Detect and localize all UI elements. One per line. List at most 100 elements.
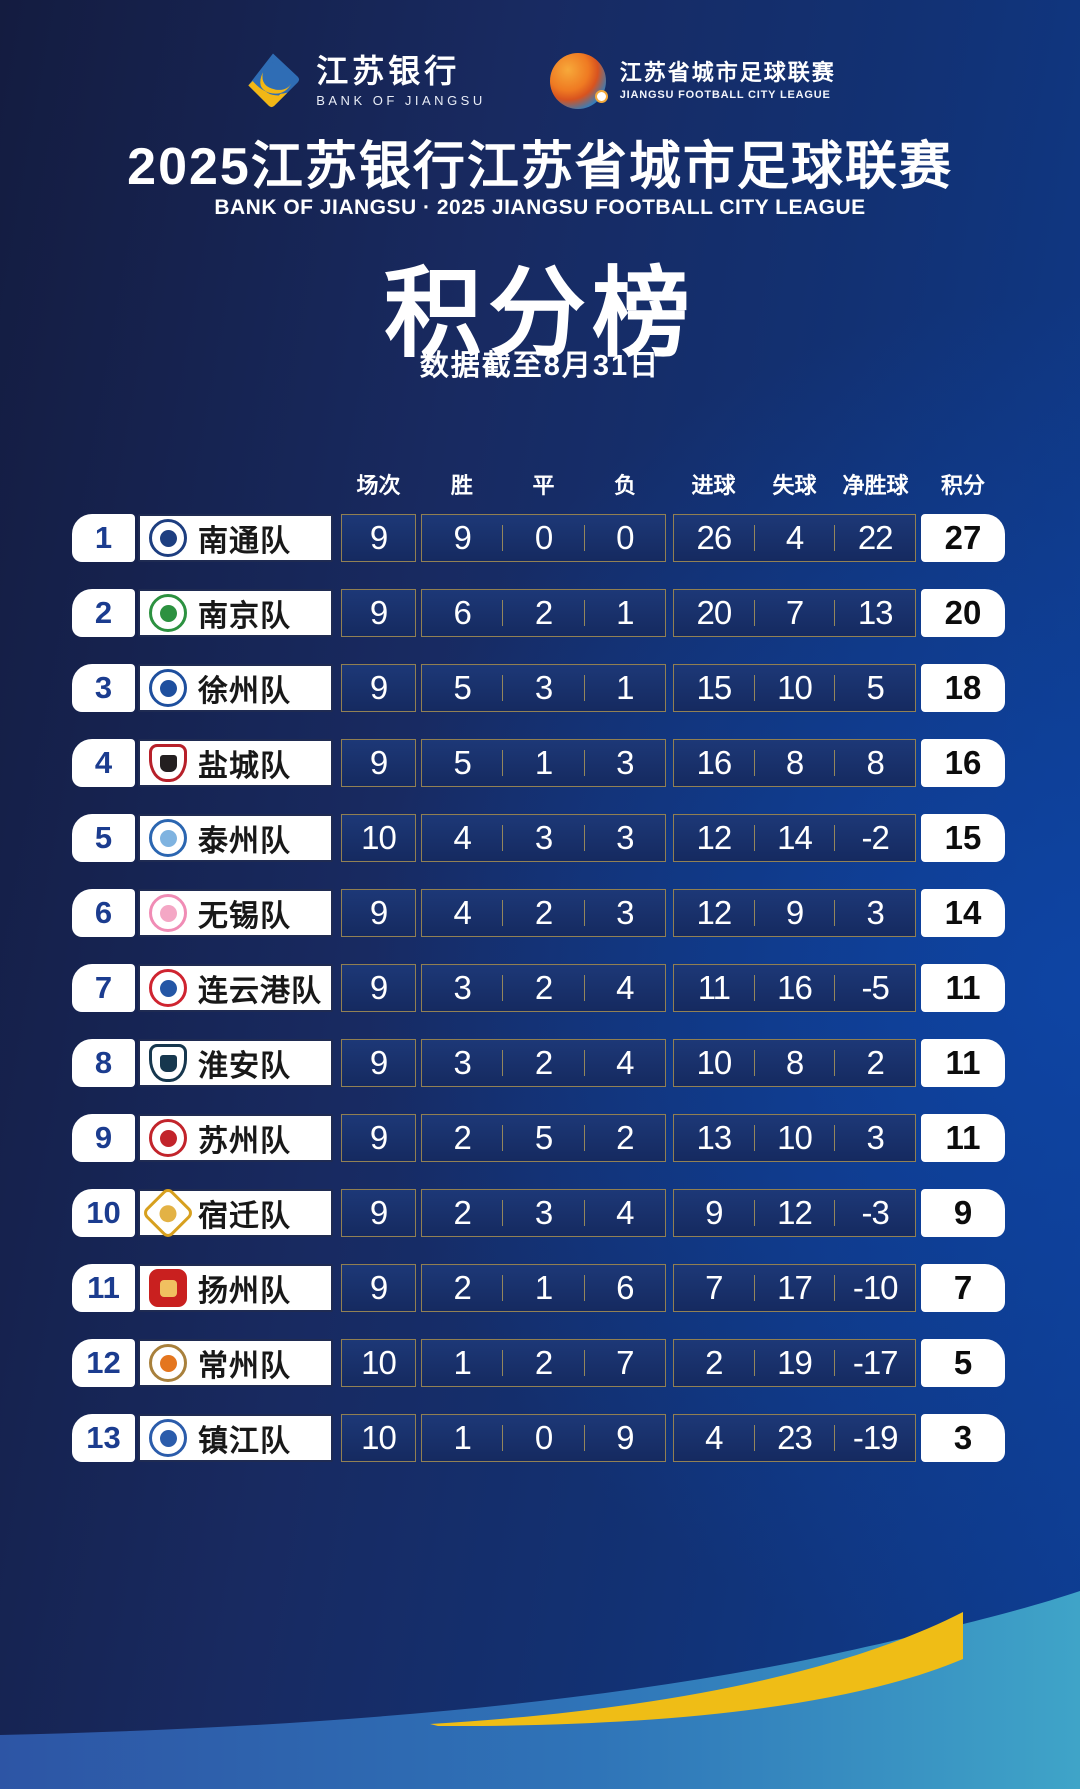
draw-cell: 2 [534, 1344, 553, 1381]
standings-table: 场次 胜 平 负 进球 失球 净胜球 积分 1 南通队 9 9 0 0 26 [72, 468, 1008, 1489]
team-name: 徐州队 [198, 675, 291, 708]
win-draw-loss-group: 1 0 9 [421, 1414, 666, 1462]
team-cell: 连云港队 [138, 964, 333, 1012]
points-badge: 3 [921, 1414, 1005, 1462]
table-row: 13 镇江队 10 1 0 9 4 23 -19 3 [72, 1414, 1008, 1462]
points-number: 3 [953, 1419, 973, 1456]
goal-diff-cell: 8 [866, 744, 885, 781]
goal-diff-cell: -19 [852, 1419, 899, 1456]
col-header-goals-group: 进球 失球 净胜球 [673, 468, 916, 500]
cell-divider [583, 1425, 585, 1451]
cell-divider [834, 750, 836, 776]
win-draw-loss-group: 5 1 3 [421, 739, 666, 787]
points-badge: 14 [921, 889, 1005, 937]
col-header-loss: 负 [614, 473, 637, 498]
points-number: 18 [944, 669, 982, 706]
cell-divider [502, 1425, 504, 1451]
cell-divider [753, 675, 755, 701]
cell-divider [753, 825, 755, 851]
goals-group: 11 16 -5 [673, 964, 916, 1012]
team-logo-core [159, 679, 177, 697]
goals-against-cell: 10 [777, 1119, 813, 1156]
team-name: 南通队 [198, 525, 291, 558]
goals-against-cell: 16 [777, 969, 813, 1006]
cell-divider [753, 1125, 755, 1151]
team-name: 无锡队 [198, 900, 291, 933]
goals-for-cell: 4 [705, 1419, 723, 1456]
win-cell: 5 [453, 744, 471, 781]
col-header-wdl-group: 胜 平 负 [421, 468, 666, 500]
draw-cell: 2 [534, 594, 553, 631]
rank-number: 10 [86, 1195, 121, 1230]
points-badge: 5 [921, 1339, 1005, 1387]
rank-number: 4 [94, 745, 113, 780]
cell-divider [583, 1200, 585, 1226]
cell-divider [583, 1350, 585, 1376]
goals-group: 4 23 -19 [673, 1414, 916, 1462]
goal-diff-cell: -2 [861, 819, 890, 856]
goal-diff-cell: -5 [861, 969, 890, 1006]
draw-cell: 3 [534, 669, 553, 706]
team-logo-core [159, 1054, 177, 1072]
goals-against-cell: 10 [777, 669, 813, 706]
win-draw-loss-group: 5 3 1 [421, 664, 666, 712]
played-cell: 9 [341, 1114, 416, 1162]
goals-group: 2 19 -17 [673, 1339, 916, 1387]
points-badge: 18 [921, 664, 1005, 712]
table-row: 1 南通队 9 9 0 0 26 4 22 27 [72, 514, 1008, 562]
goal-diff-cell: 5 [866, 669, 885, 706]
cell-divider [502, 975, 504, 1001]
cell-divider [834, 1350, 836, 1376]
cell-divider [583, 750, 585, 776]
team-logo [149, 1344, 187, 1382]
goals-for-cell: 15 [696, 669, 732, 706]
loss-cell: 3 [616, 744, 634, 781]
points-badge: 20 [921, 589, 1005, 637]
team-cell: 盐城队 [138, 739, 333, 787]
cell-divider [502, 1350, 504, 1376]
points-badge: 11 [921, 964, 1005, 1012]
rank-badge: 8 [72, 1039, 135, 1087]
win-cell: 2 [453, 1119, 471, 1156]
cell-divider [753, 600, 755, 626]
rank-number: 13 [86, 1420, 121, 1455]
points-number: 16 [944, 744, 982, 781]
points-number: 14 [944, 894, 982, 931]
cell-divider [753, 1050, 755, 1076]
rank-number: 6 [94, 895, 113, 930]
rank-badge: 11 [72, 1264, 135, 1312]
played-cell: 9 [341, 589, 416, 637]
win-draw-loss-group: 2 1 6 [421, 1264, 666, 1312]
team-cell: 淮安队 [138, 1039, 333, 1087]
table-row: 7 连云港队 9 3 2 4 11 16 -5 11 [72, 964, 1008, 1012]
team-logo [149, 969, 187, 1007]
draw-cell: 0 [534, 519, 553, 556]
points-number: 11 [945, 969, 981, 1006]
win-draw-loss-group: 4 2 3 [421, 889, 666, 937]
rank-badge: 3 [72, 664, 135, 712]
table-row: 12 常州队 10 1 2 7 2 19 -17 5 [72, 1339, 1008, 1387]
goal-diff-cell: -10 [852, 1269, 899, 1306]
goal-diff-cell: -17 [852, 1344, 899, 1381]
win-draw-loss-group: 3 2 4 [421, 964, 666, 1012]
draw-cell: 5 [534, 1119, 553, 1156]
team-logo-core [159, 979, 177, 997]
draw-cell: 2 [534, 969, 553, 1006]
win-cell: 2 [453, 1269, 471, 1306]
win-cell: 2 [453, 1194, 471, 1231]
loss-cell: 4 [616, 969, 634, 1006]
standings-title: 积分榜 [383, 258, 696, 368]
win-cell: 9 [453, 519, 471, 556]
loss-cell: 3 [616, 819, 634, 856]
draw-cell: 0 [534, 1419, 553, 1456]
page-title: 2025江苏银行江苏省城市足球联赛 [127, 138, 953, 196]
goals-group: 7 17 -10 [673, 1264, 916, 1312]
cell-divider [583, 1050, 585, 1076]
loss-cell: 4 [616, 1044, 634, 1081]
col-header-goal-diff: 净胜球 [842, 473, 909, 498]
team-cell: 徐州队 [138, 664, 333, 712]
played-cell: 9 [341, 739, 416, 787]
team-logo-core [159, 904, 177, 922]
loss-cell: 4 [616, 1194, 634, 1231]
loss-cell: 7 [616, 1344, 634, 1381]
